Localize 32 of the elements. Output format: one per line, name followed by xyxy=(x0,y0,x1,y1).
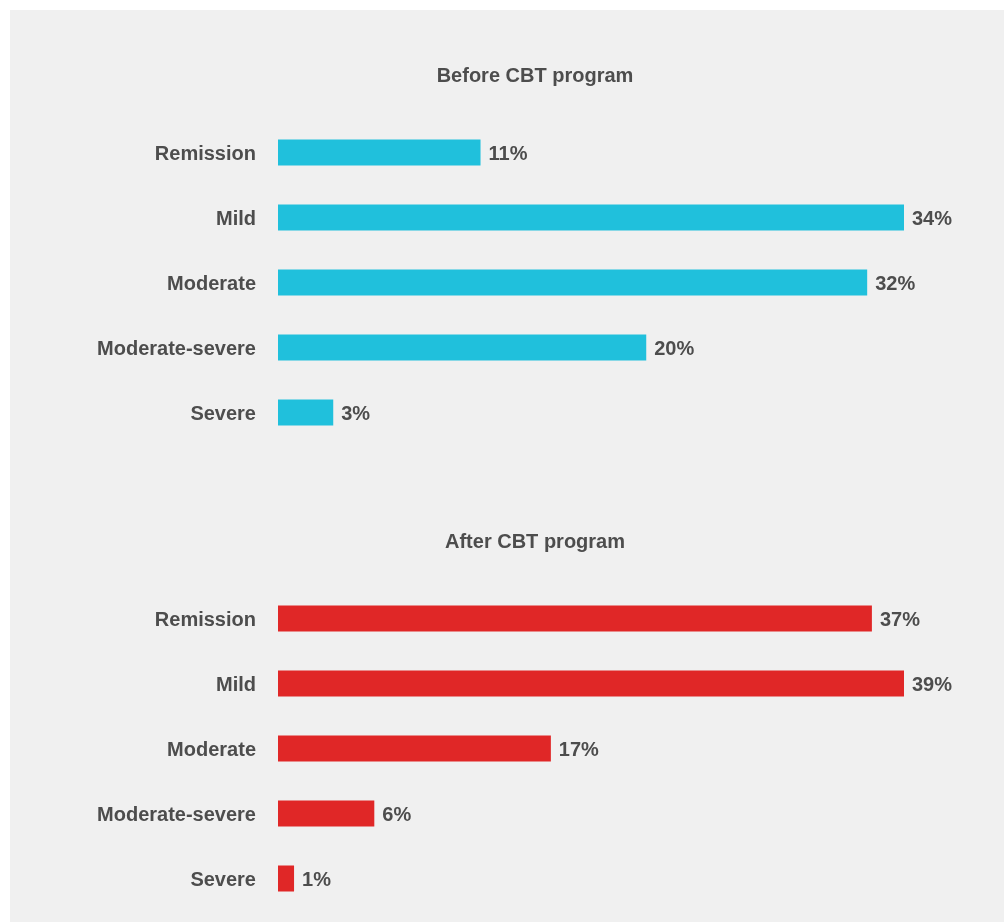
data-label: 6% xyxy=(382,802,412,825)
data-label: 17% xyxy=(558,737,600,760)
y-tick-label: Mild xyxy=(216,672,256,695)
data-label: 39% xyxy=(912,672,953,695)
bar xyxy=(278,204,904,231)
bar xyxy=(278,605,872,632)
bar xyxy=(278,670,904,697)
bar xyxy=(278,269,868,296)
chart-title: After CBT program xyxy=(444,530,626,552)
data-label: 32% xyxy=(875,271,916,294)
bar xyxy=(278,334,647,361)
y-tick-label: Severe xyxy=(190,867,256,890)
bar xyxy=(278,139,481,166)
y-tick-label: Mild xyxy=(216,206,256,229)
data-label: 34% xyxy=(912,206,953,229)
data-label: 3% xyxy=(341,401,371,424)
bar xyxy=(278,865,295,892)
bar xyxy=(278,399,334,426)
data-label: 20% xyxy=(654,336,695,359)
data-label: 37% xyxy=(879,607,921,630)
y-tick-label: Remission xyxy=(154,607,256,630)
chart-title: Before CBT program xyxy=(436,64,634,86)
y-tick-label: Moderate xyxy=(167,271,256,294)
y-tick-label: Moderate-severe xyxy=(97,802,256,825)
data-label: 1% xyxy=(302,867,332,890)
y-tick-label: Moderate xyxy=(167,737,256,760)
y-tick-label: Remission xyxy=(154,141,256,164)
bar xyxy=(278,735,551,762)
y-tick-label: Severe xyxy=(190,401,256,424)
y-tick-label: Moderate-severe xyxy=(97,336,256,359)
bar xyxy=(278,800,375,827)
data-label: 11% xyxy=(488,141,528,164)
